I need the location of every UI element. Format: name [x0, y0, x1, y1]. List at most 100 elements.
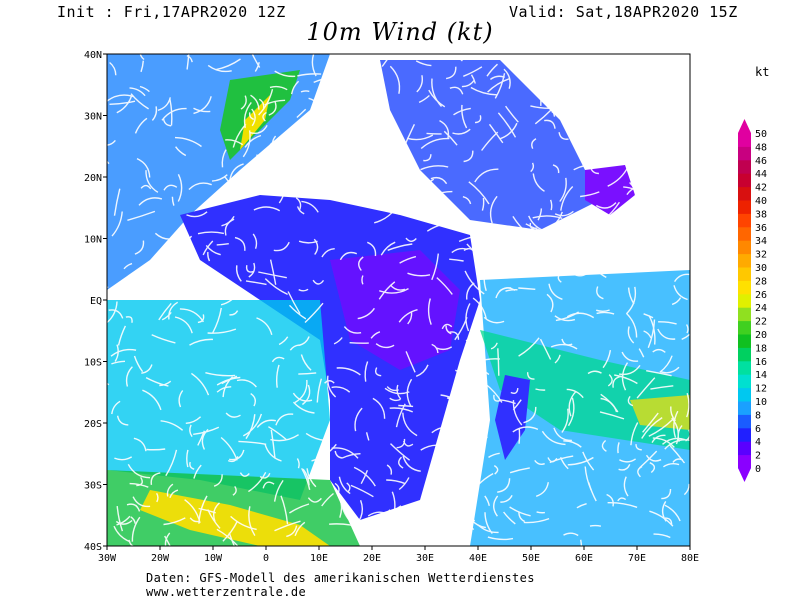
streamline — [349, 524, 364, 529]
streamline — [360, 172, 368, 201]
streamline — [318, 135, 346, 150]
streamline — [614, 374, 638, 385]
streamline — [339, 251, 358, 261]
streamline — [664, 439, 690, 450]
streamline — [652, 437, 675, 448]
streamline — [177, 173, 183, 202]
streamline — [370, 331, 381, 339]
streamline — [423, 154, 432, 162]
streamline — [178, 390, 184, 408]
streamline — [269, 85, 288, 91]
streamline — [251, 54, 261, 68]
streamline — [642, 412, 659, 433]
streamline — [159, 380, 172, 387]
streamline — [384, 387, 410, 395]
streamline — [619, 458, 637, 463]
streamline — [455, 369, 464, 381]
streamline — [165, 449, 178, 477]
streamline — [489, 75, 505, 80]
streamline — [342, 453, 361, 459]
streamline — [544, 119, 556, 129]
streamline — [259, 473, 271, 479]
streamline — [268, 140, 277, 149]
streamline — [477, 436, 488, 453]
streamline — [393, 190, 410, 197]
streamline — [547, 457, 558, 463]
streamline — [301, 467, 311, 490]
streamline — [239, 472, 250, 477]
streamline — [250, 124, 268, 135]
streamline — [232, 123, 247, 148]
streamline — [402, 412, 418, 437]
streamline — [334, 184, 337, 198]
streamline — [140, 60, 144, 73]
streamline — [505, 289, 518, 292]
streamline — [584, 143, 596, 147]
streamline — [193, 107, 211, 113]
streamline — [638, 348, 645, 358]
streamline — [683, 483, 690, 496]
lon-tick-label: 20E — [363, 553, 381, 564]
streamline — [136, 476, 143, 487]
streamline — [310, 149, 331, 158]
colorbar-level-label: 36 — [755, 223, 767, 234]
streamline — [649, 216, 677, 223]
streamline — [163, 517, 186, 526]
streamline — [353, 466, 376, 487]
streamline — [139, 54, 145, 61]
streamline — [286, 525, 298, 538]
streamline — [125, 366, 133, 387]
streamline — [205, 372, 236, 377]
streamline — [536, 511, 545, 514]
streamline — [415, 364, 429, 377]
streamline — [621, 351, 639, 362]
streamline — [313, 78, 323, 84]
streamline — [580, 539, 583, 546]
streamline — [179, 308, 204, 323]
streamline — [381, 54, 393, 67]
streamline — [129, 87, 146, 97]
streamline — [626, 186, 647, 196]
colorbar-level-label: 40 — [755, 196, 767, 207]
colorbar-segment — [738, 200, 751, 214]
streamline — [107, 301, 118, 324]
streamline — [539, 338, 552, 360]
streamline — [151, 106, 158, 121]
colorbar-level-label: 8 — [755, 410, 761, 421]
streamline — [458, 234, 483, 243]
streamline — [271, 356, 285, 363]
streamline — [127, 463, 151, 479]
streamline — [162, 118, 172, 127]
streamline — [238, 440, 267, 445]
streamline — [296, 458, 300, 469]
streamline — [298, 288, 309, 292]
streamline — [222, 520, 239, 542]
streamline — [465, 303, 471, 332]
streamline — [357, 307, 375, 320]
streamline — [487, 536, 514, 541]
streamline — [274, 520, 301, 532]
streamline — [648, 315, 656, 345]
streamline — [380, 509, 391, 527]
streamline — [222, 376, 234, 398]
streamline — [497, 478, 511, 493]
streamline — [644, 146, 658, 162]
streamline — [648, 418, 674, 437]
streamline — [651, 434, 666, 443]
streamline — [107, 139, 116, 146]
streamline — [525, 223, 546, 233]
colorbar-segment — [738, 307, 751, 322]
colorbar-segment — [738, 159, 751, 174]
streamline — [225, 412, 241, 418]
colorbar-segment — [738, 454, 751, 469]
colorbar-segment — [738, 401, 751, 415]
streamline — [374, 208, 396, 224]
streamline — [161, 311, 172, 321]
streamline — [182, 235, 193, 246]
streamline — [607, 374, 613, 387]
streamline — [350, 138, 363, 145]
streamline — [617, 497, 627, 502]
streamline — [387, 243, 413, 251]
streamline — [169, 489, 179, 498]
streamline — [109, 61, 117, 76]
